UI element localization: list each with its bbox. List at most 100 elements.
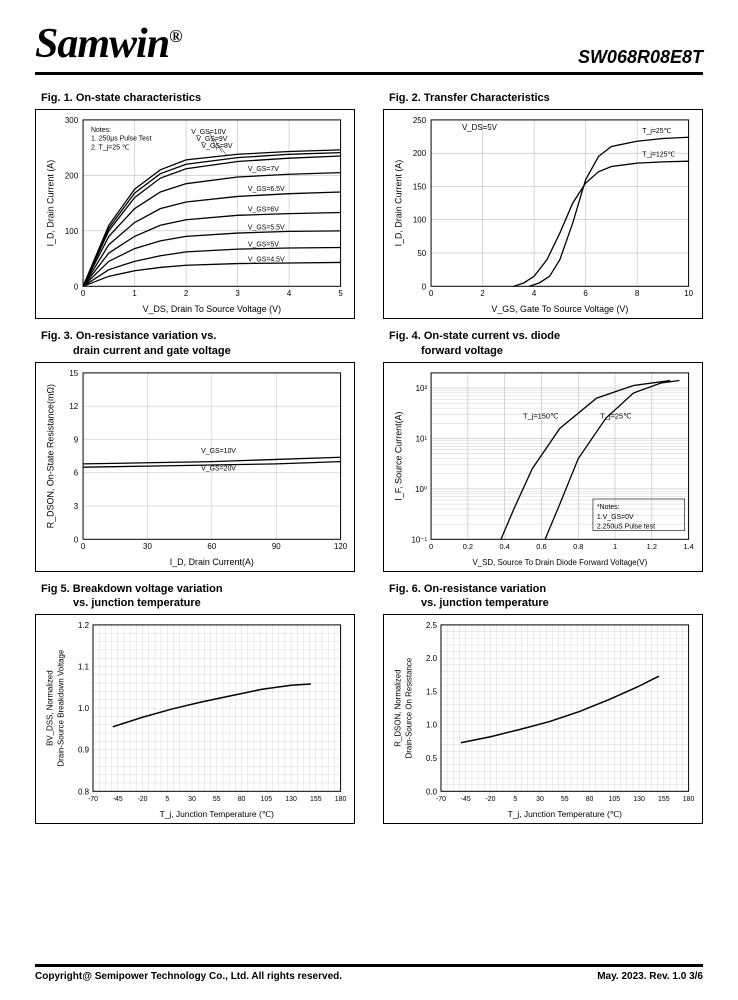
svg-text:T_j=25℃: T_j=25℃ [600, 411, 631, 420]
svg-text:200: 200 [413, 149, 427, 158]
svg-text:155: 155 [658, 797, 670, 804]
svg-text:0.6: 0.6 [536, 542, 546, 551]
svg-text:10⁰: 10⁰ [415, 485, 427, 494]
page-footer: Copyright@ Semipower Technology Co., Ltd… [35, 964, 703, 982]
fig3-chart: 030609012003691215I_D, Drain Current(A)R… [35, 362, 355, 572]
part-number: SW068R08E8T [578, 47, 703, 68]
svg-text:1: 1 [613, 542, 617, 551]
svg-text:0: 0 [429, 542, 433, 551]
svg-text:0.5: 0.5 [426, 754, 438, 763]
svg-text:-70: -70 [88, 797, 98, 804]
logo-reg: ® [169, 26, 181, 46]
svg-text:50: 50 [417, 249, 426, 258]
svg-text:Notes:: Notes: [91, 127, 111, 134]
svg-text:I_D, Drain Current (A): I_D, Drain Current (A) [393, 160, 403, 247]
svg-text:1.2: 1.2 [647, 542, 657, 551]
fig1-title: Fig. 1. On-state characteristics [35, 91, 355, 105]
svg-text:80: 80 [238, 797, 246, 804]
svg-text:V_GS, Gate To Source Voltage (: V_GS, Gate To Source Voltage (V) [491, 304, 628, 314]
fig6-title: Fig. 6. On-resistance variation vs. junc… [383, 582, 703, 611]
svg-text:200: 200 [65, 172, 79, 181]
svg-text:BV_DSS, Normalized: BV_DSS, Normalized [45, 671, 54, 747]
svg-text:I_D, Drain Current (A): I_D, Drain Current (A) [45, 160, 55, 247]
svg-text:9: 9 [74, 435, 79, 444]
svg-text:0: 0 [81, 542, 86, 551]
fig6-block: Fig. 6. On-resistance variation vs. junc… [383, 582, 703, 825]
fig1-block: Fig. 1. On-state characteristics 0123450… [35, 91, 355, 319]
svg-text:I_D, Drain Current(A): I_D, Drain Current(A) [170, 557, 254, 567]
svg-text:2.250uS Pulse test: 2.250uS Pulse test [597, 524, 655, 531]
svg-text:1.4: 1.4 [683, 542, 693, 551]
svg-text:4: 4 [287, 290, 292, 299]
svg-text:-20: -20 [485, 797, 495, 804]
footer-copyright: Copyright@ Semipower Technology Co., Ltd… [35, 971, 342, 982]
svg-text:Drain-Source Breakdown Voltage: Drain-Source Breakdown Voltage [56, 650, 65, 768]
svg-text:10⁻¹: 10⁻¹ [412, 535, 428, 544]
svg-text:80: 80 [586, 797, 594, 804]
fig2-chart: 0246810050100150200250V_GS, Gate To Sour… [383, 109, 703, 319]
svg-text:V_GS=5.5V: V_GS=5.5V [248, 225, 285, 232]
svg-text:5: 5 [338, 290, 343, 299]
svg-text:6: 6 [583, 290, 588, 299]
svg-text:180: 180 [335, 797, 347, 804]
svg-text:-70: -70 [436, 797, 446, 804]
fig3-title: Fig. 3. On-resistance variation vs. drai… [35, 329, 355, 358]
svg-text:0.2: 0.2 [463, 542, 473, 551]
svg-text:105: 105 [609, 797, 621, 804]
svg-text:1.5: 1.5 [426, 688, 438, 697]
svg-text:0: 0 [422, 283, 427, 292]
fig1-chart: 0123450100200300V_DS, Drain To Source Vo… [35, 109, 355, 319]
svg-text:1.2: 1.2 [78, 621, 89, 630]
svg-text:1.0: 1.0 [78, 705, 90, 714]
svg-text:2.0: 2.0 [426, 655, 438, 664]
svg-text:1.1: 1.1 [78, 663, 90, 672]
svg-text:0.8: 0.8 [573, 542, 583, 551]
svg-text:V_GS=10V: V_GS=10V [191, 129, 226, 136]
svg-text:3: 3 [74, 502, 79, 511]
svg-text:I_F, Source Current(A): I_F, Source Current(A) [393, 411, 403, 500]
svg-text:V_GS=4.5V: V_GS=4.5V [248, 257, 285, 264]
fig4-title: Fig. 4. On-state current vs. diode forwa… [383, 329, 703, 358]
svg-text:T_j, Junction Temperature (℃): T_j, Junction Temperature (℃) [160, 810, 275, 820]
svg-text:-45: -45 [113, 797, 123, 804]
svg-text:V_GS=10V: V_GS=10V [201, 448, 236, 455]
svg-text:130: 130 [633, 797, 645, 804]
svg-text:0: 0 [74, 283, 79, 292]
svg-text:1: 1 [132, 290, 137, 299]
svg-text:2. T_j=25 ℃: 2. T_j=25 ℃ [91, 145, 130, 152]
svg-text:155: 155 [310, 797, 322, 804]
fig5-chart: -70-45-2053055801051301551800.80.91.01.1… [35, 614, 355, 824]
svg-text:300: 300 [65, 116, 79, 125]
svg-text:0.0: 0.0 [426, 788, 438, 797]
svg-text:100: 100 [65, 227, 79, 236]
svg-text:V_GS=6.5V: V_GS=6.5V [248, 186, 285, 193]
svg-text:6: 6 [74, 469, 79, 478]
fig3-block: Fig. 3. On-resistance variation vs. drai… [35, 329, 355, 572]
fig4-chart: 00.20.40.60.811.21.410⁻¹10⁰10¹10²V_SD, S… [383, 362, 703, 572]
svg-text:5: 5 [513, 797, 517, 804]
svg-text:T_j=125℃: T_j=125℃ [642, 152, 675, 159]
svg-text:105: 105 [261, 797, 273, 804]
svg-text:4: 4 [532, 290, 537, 299]
svg-text:1. 250μs Pulse Test: 1. 250μs Pulse Test [91, 136, 152, 143]
svg-text:12: 12 [69, 402, 78, 411]
svg-text:100: 100 [413, 216, 427, 225]
svg-text:0: 0 [74, 535, 79, 544]
charts-grid: Fig. 1. On-state characteristics 0123450… [35, 91, 703, 824]
svg-text:R_DSON, On-State Resistance(mΩ: R_DSON, On-State Resistance(mΩ) [45, 384, 55, 528]
fig2-block: Fig. 2. Transfer Characteristics 0246810… [383, 91, 703, 319]
fig5-block: Fig 5. Breakdown voltage variation vs. j… [35, 582, 355, 825]
svg-text:1.0: 1.0 [426, 721, 438, 730]
svg-text:30: 30 [188, 797, 196, 804]
footer-rev: May. 2023. Rev. 1.0 3/6 [597, 971, 703, 982]
logo-text: Samwin [35, 21, 169, 67]
svg-text:2.5: 2.5 [426, 621, 438, 630]
svg-text:0: 0 [81, 290, 86, 299]
svg-text:5: 5 [165, 797, 169, 804]
fig6-chart: -70-45-2053055801051301551800.00.51.01.5… [383, 614, 703, 824]
fig4-block: Fig. 4. On-state current vs. diode forwa… [383, 329, 703, 572]
fig5-title: Fig 5. Breakdown voltage variation vs. j… [35, 582, 355, 611]
svg-text:0.4: 0.4 [500, 542, 510, 551]
svg-text:V_DS=5V: V_DS=5V [462, 123, 498, 132]
svg-text:Drain-Source On Resistance: Drain-Source On Resistance [404, 658, 413, 759]
